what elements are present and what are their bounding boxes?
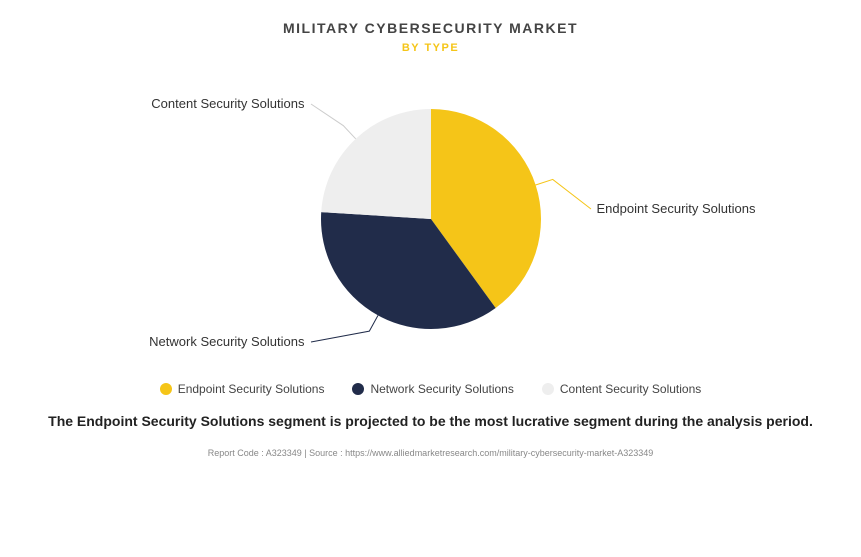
slice-label: Network Security Solutions	[149, 334, 304, 349]
pie-svg	[81, 74, 781, 364]
chart-title: MILITARY CYBERSECURITY MARKET	[283, 20, 578, 36]
leader-line	[535, 179, 590, 209]
legend-item: Network Security Solutions	[352, 382, 513, 396]
footer-text: Report Code : A323349 | Source : https:/…	[208, 448, 654, 458]
legend-item: Content Security Solutions	[542, 382, 701, 396]
legend: Endpoint Security Solutions Network Secur…	[160, 382, 702, 396]
legend-item: Endpoint Security Solutions	[160, 382, 325, 396]
legend-swatch	[542, 383, 554, 395]
legend-label: Content Security Solutions	[560, 382, 701, 396]
pie-slice	[321, 109, 431, 219]
legend-label: Network Security Solutions	[370, 382, 513, 396]
slice-label: Content Security Solutions	[151, 96, 304, 111]
leader-line	[311, 104, 356, 139]
pie-chart: Endpoint Security Solutions Network Secur…	[81, 74, 781, 364]
chart-subtitle: BY TYPE	[402, 42, 459, 54]
legend-swatch	[352, 383, 364, 395]
leader-line	[311, 315, 378, 342]
caption-text: The Endpoint Security Solutions segment …	[48, 412, 813, 432]
footer-source: Source : https://www.alliedmarketresearc…	[309, 448, 653, 458]
legend-label: Endpoint Security Solutions	[178, 382, 325, 396]
legend-swatch	[160, 383, 172, 395]
chart-container: MILITARY CYBERSECURITY MARKET BY TYPE En…	[0, 0, 861, 557]
slice-label: Endpoint Security Solutions	[597, 201, 756, 216]
footer-report-code: Report Code : A323349	[208, 448, 302, 458]
